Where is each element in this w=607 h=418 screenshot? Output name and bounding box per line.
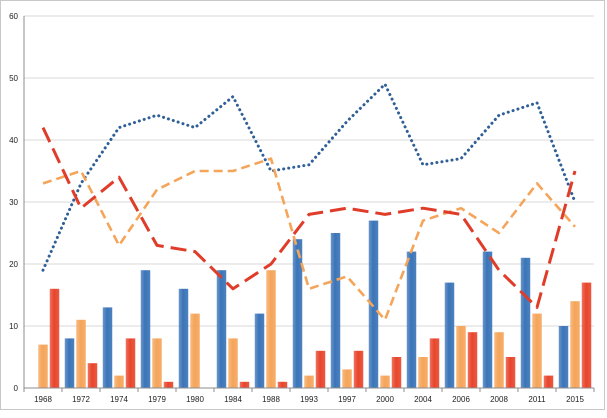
bar-s2-2004 bbox=[418, 357, 428, 388]
bar-s1-1979 bbox=[140, 270, 151, 388]
bar-s2-1979 bbox=[152, 338, 162, 388]
x-tick-label: 1988 bbox=[262, 395, 280, 404]
bar-marks bbox=[38, 220, 592, 388]
bar-s1-2004 bbox=[406, 251, 417, 388]
bar-s2-1997 bbox=[342, 369, 352, 388]
x-tick-label: 1979 bbox=[148, 395, 166, 404]
bar-s2-1988 bbox=[266, 270, 276, 388]
bar-s2-2011 bbox=[532, 313, 542, 388]
x-tick-label: 2004 bbox=[414, 395, 432, 404]
x-tick-label: 1980 bbox=[186, 395, 204, 404]
bar-s2-2015 bbox=[570, 301, 580, 388]
x-tick-label: 1984 bbox=[224, 395, 242, 404]
x-tick-label: 1968 bbox=[34, 395, 52, 404]
bar-s3-1979 bbox=[163, 381, 174, 388]
y-tick-label: 40 bbox=[9, 136, 18, 145]
bar-s2-1980 bbox=[190, 313, 200, 388]
bar-s1-1988 bbox=[254, 313, 265, 388]
bar-s1-1997 bbox=[330, 233, 341, 388]
y-tick-label: 20 bbox=[9, 260, 18, 269]
y-tick-label: 30 bbox=[9, 198, 18, 207]
bar-s2-1968 bbox=[38, 344, 48, 388]
bar-s3-2015 bbox=[581, 282, 592, 388]
line-series-4 bbox=[41, 82, 577, 272]
line-marks bbox=[41, 82, 577, 322]
bar-s1-1984 bbox=[216, 270, 227, 388]
bar-s3-2000 bbox=[391, 357, 402, 388]
y-tick-label: 0 bbox=[14, 384, 19, 393]
line-series-5 bbox=[42, 157, 576, 322]
bar-s3-1968 bbox=[49, 288, 60, 388]
x-tick-label: 2006 bbox=[452, 395, 470, 404]
y-tick-label: 10 bbox=[9, 322, 18, 331]
y-tick-label: 60 bbox=[9, 12, 18, 21]
x-tick-label: 1974 bbox=[110, 395, 128, 404]
x-tick-label: 2011 bbox=[528, 395, 546, 404]
bar-s1-1980 bbox=[178, 288, 189, 388]
bar-s3-2008 bbox=[505, 357, 516, 388]
bar-s2-1984 bbox=[228, 338, 238, 388]
line-series-6 bbox=[41, 126, 577, 309]
chart-frame bbox=[0, 0, 605, 410]
bar-s1-1972 bbox=[64, 338, 75, 388]
bar-s3-2004 bbox=[429, 338, 440, 388]
bar-s1-2015 bbox=[558, 326, 569, 388]
bar-s1-2008 bbox=[482, 251, 493, 388]
bar-s2-2000 bbox=[380, 375, 390, 388]
bar-s2-1993 bbox=[304, 375, 314, 388]
bar-s2-1974 bbox=[114, 375, 124, 388]
bar-s3-2006 bbox=[467, 332, 478, 388]
y-axis: 0 10 20 30 40 50 60 bbox=[9, 12, 25, 393]
bar-s3-1974 bbox=[125, 338, 136, 388]
x-tick-label: 1997 bbox=[338, 395, 356, 404]
bar-s1-1974 bbox=[102, 307, 113, 388]
bar-s1-2000 bbox=[368, 220, 379, 388]
x-tick-label: 1993 bbox=[300, 395, 318, 404]
y-tick-label: 50 bbox=[9, 74, 18, 83]
bar-s3-1972 bbox=[87, 363, 98, 388]
x-tick-label: 1972 bbox=[72, 395, 90, 404]
x-tick-label: 2000 bbox=[376, 395, 394, 404]
bar-s3-1984 bbox=[239, 381, 250, 388]
x-axis: 1968 1972 1974 1979 1980 1984 1988 1993 1997 2000… bbox=[23, 387, 595, 404]
bar-s1-2006 bbox=[444, 282, 455, 388]
bar-s2-2006 bbox=[456, 326, 466, 388]
bar-s3-1997 bbox=[353, 350, 364, 388]
bar-s1-1993 bbox=[292, 239, 303, 388]
x-tick-label: 2008 bbox=[490, 395, 508, 404]
bar-s3-1993 bbox=[315, 350, 326, 388]
bar-s3-2011 bbox=[543, 375, 554, 388]
bar-s2-2008 bbox=[494, 332, 504, 388]
bar-s3-1988 bbox=[277, 381, 288, 388]
x-tick-label: 2015 bbox=[566, 395, 584, 404]
bar-s2-1972 bbox=[76, 319, 86, 388]
bar-s1-2011 bbox=[520, 257, 531, 388]
